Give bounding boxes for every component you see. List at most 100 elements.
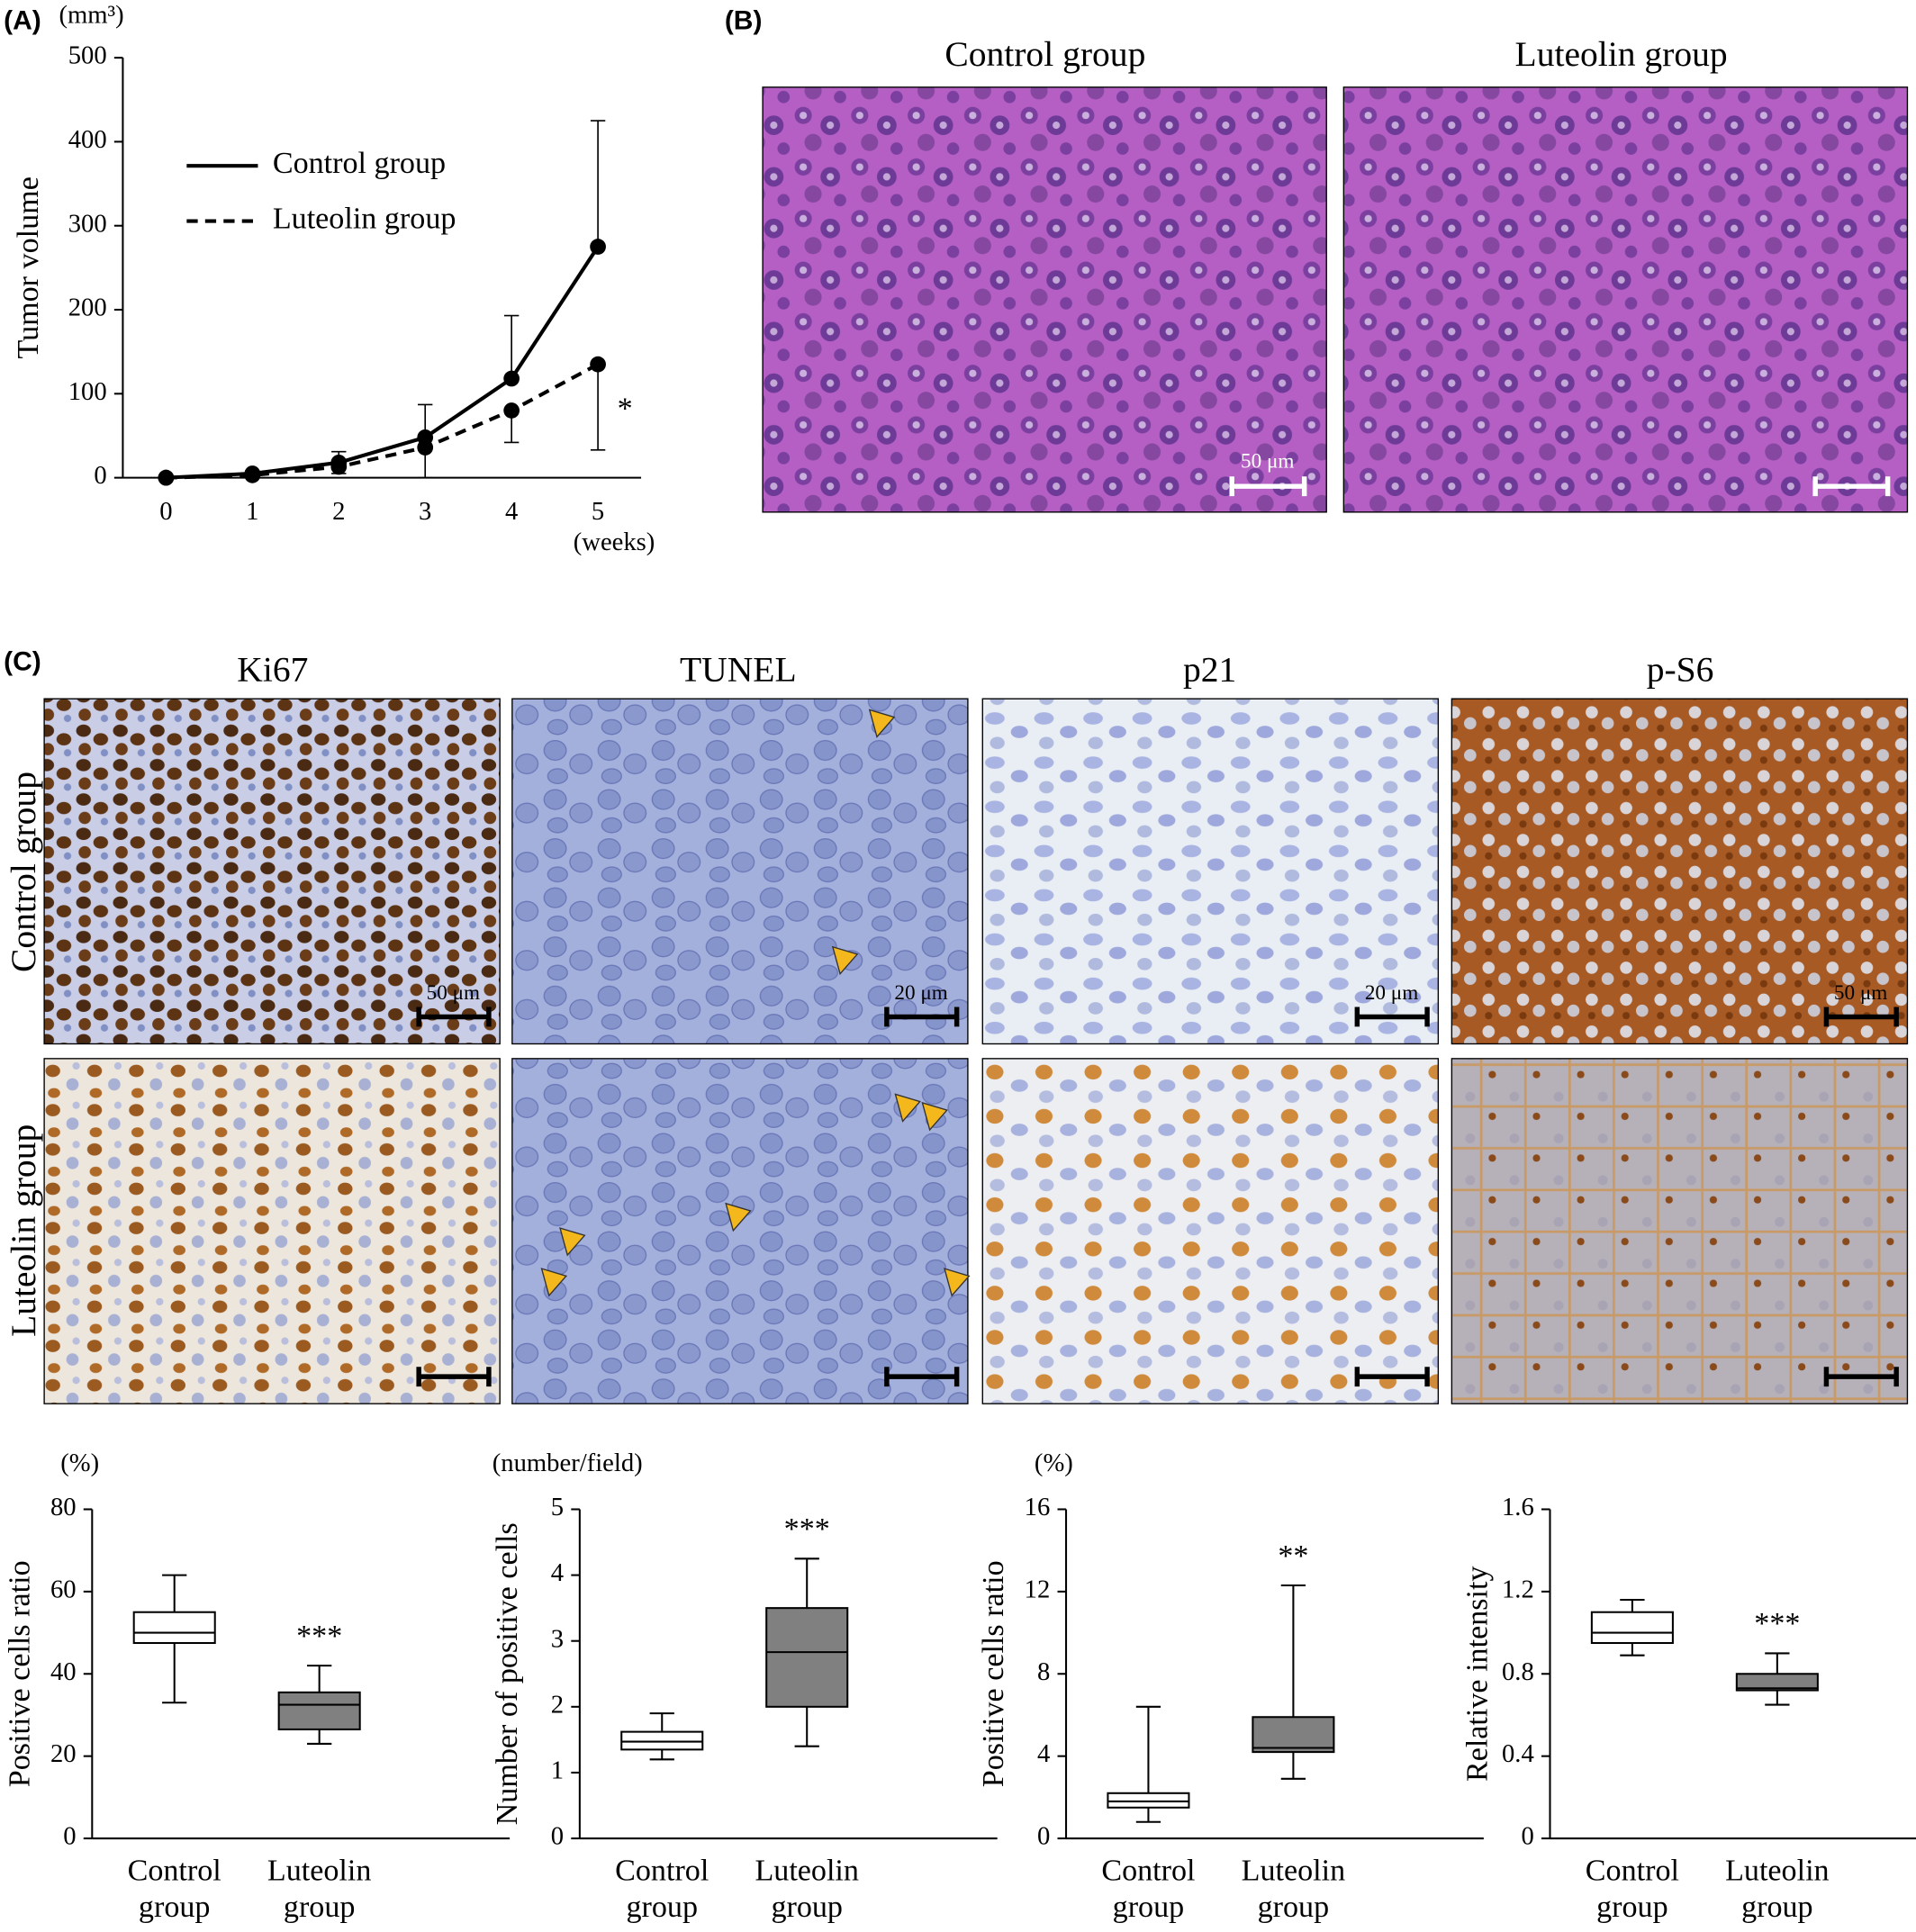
scale-bar	[416, 1367, 492, 1387]
layer: (A) (B) (C) Control group Luteolin group…	[3, 1, 1916, 1924]
scale-label: 20 μm	[894, 981, 947, 1005]
scale-label: 50 μm	[1241, 450, 1294, 474]
arrowhead	[894, 1093, 921, 1123]
scale-bar	[884, 1007, 960, 1027]
y-tick-label: 12	[1025, 1575, 1051, 1603]
annotation: ***	[784, 1512, 830, 1546]
micrograph	[1342, 86, 1909, 513]
y-axis-label: Tumor volume	[12, 176, 45, 358]
y-axis-label: Positive cells ratio	[977, 1560, 1010, 1787]
box	[1107, 1792, 1190, 1809]
y-tick-label: 4	[551, 1558, 564, 1587]
x-axis-label: (weeks)	[574, 528, 655, 556]
box	[132, 1611, 216, 1645]
scale-bar	[884, 1367, 960, 1387]
scale-bar	[1812, 476, 1891, 497]
x-tick-label: Control group	[1586, 1854, 1679, 1924]
error-bar	[590, 120, 606, 248]
micrograph	[511, 698, 969, 1045]
scale-bar	[1823, 1007, 1899, 1027]
box	[620, 1730, 704, 1751]
y-tick-label: 200	[68, 293, 107, 322]
whisker	[649, 1712, 674, 1732]
error-bar	[503, 314, 520, 379]
arrowhead	[540, 1268, 568, 1297]
y-tick-label: 1	[551, 1756, 564, 1785]
scale-label: 50 μm	[427, 981, 480, 1005]
whisker	[1765, 1652, 1790, 1675]
arrowhead	[559, 1227, 586, 1257]
y-tick-label: 20	[50, 1739, 77, 1768]
micrograph	[762, 86, 1327, 513]
arrowhead	[921, 1101, 948, 1132]
marker	[503, 402, 520, 419]
scale-bar	[416, 1007, 492, 1027]
scale-bar	[1354, 1007, 1430, 1027]
row-label: Luteolin group	[4, 1124, 43, 1337]
scale-label: 20 μm	[1365, 981, 1418, 1005]
micrograph	[43, 1058, 501, 1404]
box	[1590, 1611, 1674, 1645]
y-unit: (%)	[60, 1449, 99, 1477]
x-tick-label: Luteolin group	[755, 1854, 859, 1924]
marker	[590, 356, 606, 373]
whisker	[162, 1643, 187, 1704]
y-tick-label: 2	[551, 1690, 564, 1719]
y-axis-label: Positive cells ratio	[3, 1560, 36, 1787]
scale-bar	[1229, 476, 1307, 497]
micrograph	[981, 698, 1440, 1045]
x-tick-label: 3	[419, 497, 431, 526]
box	[1735, 1673, 1819, 1692]
stain-title: Ki67	[237, 650, 308, 690]
whisker	[1135, 1807, 1161, 1823]
legend-label: Luteolin group	[273, 202, 456, 235]
x-tick-label: Luteolin group	[1242, 1854, 1346, 1924]
micrograph	[1451, 1058, 1909, 1404]
micrograph	[1451, 698, 1909, 1045]
y-tick-label: 3	[551, 1624, 564, 1653]
y-tick-label: 0	[94, 461, 106, 490]
whisker	[1620, 1598, 1645, 1612]
x-tick-label: Luteolin group	[1725, 1854, 1830, 1924]
micrograph	[511, 1058, 969, 1404]
whisker	[307, 1729, 332, 1745]
marker	[417, 439, 434, 456]
y-tick-label: 0	[551, 1822, 564, 1851]
whisker	[649, 1749, 674, 1761]
panel-label: (C)	[4, 647, 41, 677]
x-tick-label: Control group	[615, 1854, 709, 1924]
legend-label: Control group	[273, 147, 446, 180]
series-line	[166, 245, 600, 480]
x-tick-label: 0	[159, 497, 172, 526]
whisker	[794, 1706, 819, 1747]
stain-title: TUNEL	[680, 650, 797, 690]
whisker	[162, 1574, 187, 1612]
y-tick-label: 0	[1521, 1822, 1533, 1851]
y-unit: (mm³)	[59, 1, 123, 30]
y-tick-label: 8	[1037, 1657, 1050, 1686]
x-tick-label: Control group	[128, 1854, 221, 1924]
micrograph	[981, 1058, 1440, 1404]
y-axis-label: Number of positive cells	[491, 1522, 524, 1825]
whisker	[1280, 1584, 1306, 1718]
whisker	[1135, 1705, 1161, 1793]
scale-bar	[1823, 1367, 1899, 1387]
arrowhead	[944, 1268, 971, 1297]
micrograph	[43, 698, 501, 1045]
y-tick-label: 400	[68, 125, 107, 154]
arrowhead	[868, 709, 896, 738]
annotation: *	[618, 392, 633, 425]
y-tick-label: 0	[1037, 1822, 1050, 1851]
x-tick-label: 5	[592, 497, 604, 526]
y-unit: (%)	[1035, 1449, 1073, 1477]
y-tick-label: 500	[68, 41, 107, 70]
arrowhead	[831, 945, 859, 976]
marker	[244, 466, 261, 483]
y-tick-label: 300	[68, 209, 107, 238]
y-unit: (number/field)	[493, 1449, 643, 1477]
y-tick-label: 1.6	[1502, 1493, 1534, 1521]
series-line	[166, 362, 600, 480]
y-tick-label: 1.2	[1502, 1575, 1534, 1603]
y-tick-label: 4	[1037, 1739, 1050, 1768]
